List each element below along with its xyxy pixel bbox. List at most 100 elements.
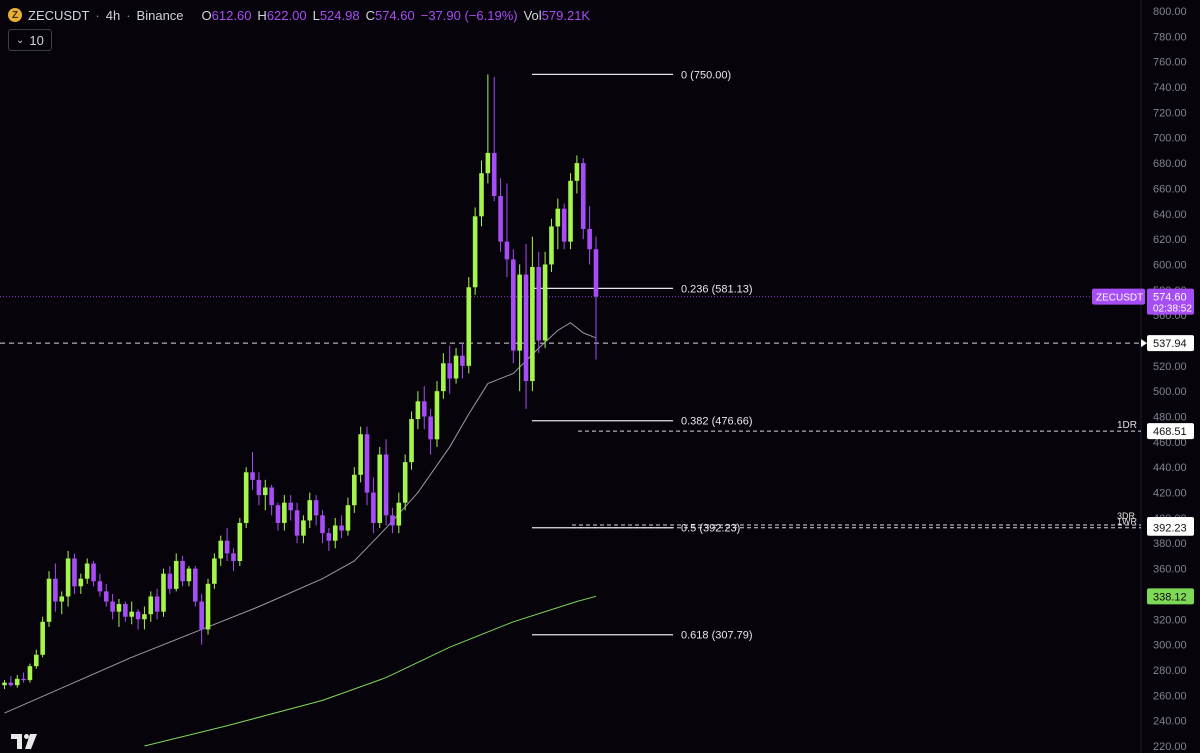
y-tick-label: 600.00 bbox=[1153, 259, 1187, 271]
candle-body bbox=[460, 355, 465, 366]
candle bbox=[65, 550, 71, 607]
candle-body bbox=[180, 560, 185, 582]
candle bbox=[262, 479, 268, 511]
level-tag-392 bbox=[1147, 519, 1194, 536]
candle bbox=[402, 454, 408, 511]
candle bbox=[2, 680, 7, 689]
candle bbox=[148, 591, 154, 622]
candle bbox=[167, 566, 173, 594]
candle-body bbox=[14, 678, 20, 686]
interval-label[interactable]: 4h bbox=[105, 7, 121, 23]
y-tick-label: 500.00 bbox=[1153, 386, 1187, 398]
candle-body bbox=[574, 163, 580, 181]
candle bbox=[358, 426, 363, 483]
candle-body bbox=[352, 474, 357, 506]
candle-body bbox=[262, 487, 268, 496]
candle-body bbox=[65, 558, 71, 597]
candle bbox=[383, 439, 389, 526]
candle bbox=[517, 264, 522, 392]
candle bbox=[243, 467, 249, 529]
candle bbox=[27, 663, 33, 683]
tradingview-logo-icon bbox=[11, 734, 37, 749]
candle-body bbox=[231, 553, 236, 561]
candle bbox=[231, 548, 236, 572]
candle-body bbox=[453, 355, 459, 379]
candle-body bbox=[345, 505, 351, 531]
candle-body bbox=[199, 601, 204, 630]
candle bbox=[332, 517, 338, 549]
candle bbox=[288, 495, 293, 521]
y-tick-label: 800.00 bbox=[1153, 6, 1187, 18]
y-tick-label: 740.00 bbox=[1153, 82, 1187, 94]
fib-label-4: 0.618 (307.79) bbox=[681, 630, 753, 642]
candle-body bbox=[377, 454, 383, 523]
candle bbox=[129, 601, 134, 625]
candle-body bbox=[237, 522, 243, 561]
candle-body bbox=[523, 274, 529, 382]
price-axis[interactable] bbox=[1141, 0, 1200, 753]
candle bbox=[218, 535, 224, 567]
candle-body bbox=[491, 152, 497, 197]
y-tick-label: 260.00 bbox=[1153, 690, 1187, 702]
y-tick-label: 440.00 bbox=[1153, 462, 1187, 474]
candle bbox=[313, 495, 319, 526]
candle-body bbox=[555, 208, 561, 227]
candle-body bbox=[294, 510, 300, 536]
y-tick-label: 720.00 bbox=[1153, 107, 1187, 119]
candle bbox=[542, 251, 548, 349]
exchange-label: Binance bbox=[136, 7, 184, 23]
y-tick-label: 640.00 bbox=[1153, 209, 1187, 221]
candle bbox=[212, 553, 217, 589]
candle bbox=[237, 517, 243, 567]
y-tick-label: 280.00 bbox=[1153, 665, 1187, 677]
candle bbox=[511, 249, 516, 364]
candle bbox=[580, 158, 586, 240]
candle-body bbox=[447, 363, 452, 379]
y-tick-label: 360.00 bbox=[1153, 564, 1187, 576]
candle bbox=[428, 408, 433, 455]
candle bbox=[377, 446, 383, 529]
candle bbox=[549, 218, 554, 273]
candle-body bbox=[466, 287, 472, 366]
candle bbox=[110, 593, 115, 620]
candle-body bbox=[46, 578, 52, 622]
candle-body bbox=[301, 520, 306, 536]
candle-body bbox=[549, 226, 554, 265]
candle-body bbox=[193, 568, 198, 602]
level-arrow bbox=[1141, 339, 1147, 348]
candle bbox=[275, 502, 281, 531]
candle bbox=[282, 495, 287, 531]
candle-body bbox=[530, 266, 535, 382]
candle-body bbox=[542, 264, 548, 341]
candle bbox=[269, 484, 274, 516]
candle bbox=[466, 277, 472, 374]
candle-body bbox=[224, 540, 230, 554]
symbol-tag-label: ZECUSDT bbox=[1096, 293, 1143, 304]
ma-short-line bbox=[4, 322, 597, 714]
candle bbox=[34, 649, 39, 669]
candle-body bbox=[2, 682, 7, 686]
candle-body bbox=[212, 558, 217, 584]
y-tick-label: 460.00 bbox=[1153, 437, 1187, 449]
candle-body bbox=[84, 563, 90, 579]
ohlc-high: H622.00 bbox=[257, 7, 307, 23]
fib-label-1: 0.236 (581.13) bbox=[681, 283, 753, 295]
candle-body bbox=[504, 241, 510, 260]
candle-body bbox=[402, 462, 408, 503]
level-tag-1wr: 1WR bbox=[1117, 517, 1138, 527]
y-tick-label: 520.00 bbox=[1153, 361, 1187, 373]
candle-body bbox=[485, 152, 491, 174]
candle-body bbox=[218, 540, 224, 559]
y-tick-label: 760.00 bbox=[1153, 57, 1187, 69]
symbol-name[interactable]: ZECUSDT bbox=[28, 7, 90, 23]
candle bbox=[97, 573, 103, 597]
candle-body bbox=[390, 515, 395, 526]
indicator-collapse-button[interactable]: ⌄ 10 bbox=[8, 29, 52, 51]
candle bbox=[523, 244, 529, 409]
candle bbox=[453, 348, 459, 384]
candle-body bbox=[313, 500, 319, 516]
candle bbox=[447, 345, 452, 394]
level-tag-392-value: 392.23 bbox=[1153, 523, 1187, 535]
candle-body bbox=[371, 492, 376, 523]
